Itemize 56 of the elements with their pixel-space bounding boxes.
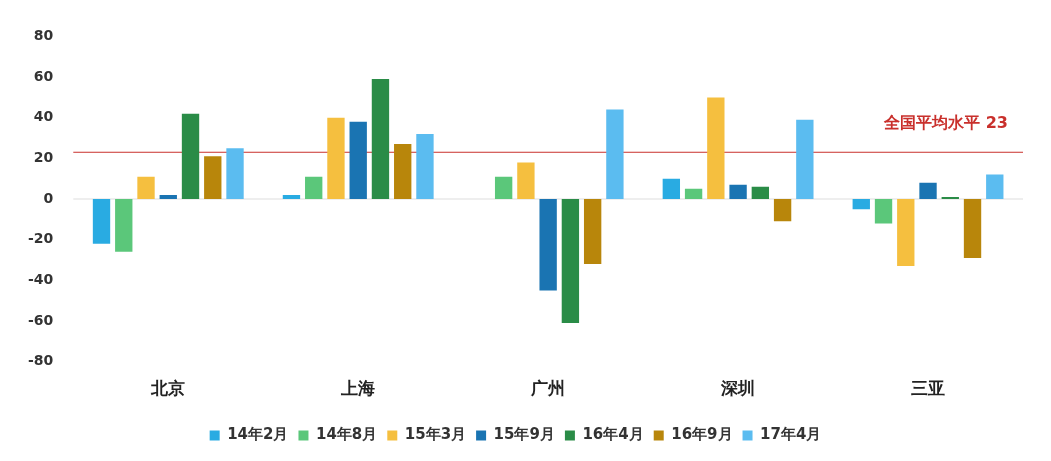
bar xyxy=(115,199,133,252)
bar xyxy=(327,117,345,199)
bar xyxy=(92,199,111,244)
x-tick-label: 上海 xyxy=(340,378,376,399)
bar xyxy=(796,119,814,199)
bar xyxy=(707,97,725,199)
y-tick-label: 0 xyxy=(43,189,54,206)
bar xyxy=(517,162,535,199)
bar xyxy=(986,174,1004,199)
legend-label: 16年4月 xyxy=(582,425,644,444)
bar xyxy=(561,199,580,323)
y-tick-label: 20 xyxy=(33,148,54,165)
legend-label: 14年2月 xyxy=(227,425,289,444)
x-tick-label: 广州 xyxy=(530,378,566,399)
bar xyxy=(305,176,323,199)
y-tick-label: 80 xyxy=(33,27,54,44)
bar xyxy=(539,199,557,291)
bar xyxy=(941,196,959,199)
bar xyxy=(773,199,792,222)
bar xyxy=(662,178,681,199)
legend-label: 17年4月 xyxy=(760,425,822,444)
bar xyxy=(494,176,513,199)
bar xyxy=(181,113,200,199)
bar xyxy=(349,121,367,199)
x-tick-label: 深圳 xyxy=(720,378,756,399)
y-tick-label: 40 xyxy=(33,108,54,125)
bar xyxy=(919,182,937,199)
y-tick-label: -80 xyxy=(28,352,54,369)
y-tick-label: -60 xyxy=(28,311,54,328)
legend-label: 15年9月 xyxy=(493,425,555,444)
bar xyxy=(137,176,155,199)
bar xyxy=(729,184,747,199)
bar xyxy=(852,199,870,210)
legend-label: 14年8月 xyxy=(315,425,378,444)
x-tick-label: 北京 xyxy=(150,378,186,399)
y-tick-label: 60 xyxy=(33,67,54,84)
bar xyxy=(204,156,222,199)
y-tick-label: -20 xyxy=(28,230,54,247)
bar xyxy=(897,199,915,267)
y-tick-label: -40 xyxy=(28,270,54,287)
bar xyxy=(874,199,893,224)
bar xyxy=(583,199,602,265)
bar xyxy=(394,144,412,199)
bar xyxy=(751,186,770,199)
x-tick-label: 三亚 xyxy=(911,378,946,399)
bar xyxy=(226,148,244,199)
bar xyxy=(371,79,390,199)
bar xyxy=(282,194,301,199)
bar xyxy=(416,133,434,199)
bar xyxy=(606,109,624,199)
bar xyxy=(684,188,703,199)
legend-label: 16年9月 xyxy=(671,425,733,444)
bar xyxy=(159,194,177,199)
legend-label: 15年3月 xyxy=(404,425,467,444)
bar xyxy=(963,199,982,258)
ref-line-label: 全国平均水平 23 xyxy=(883,113,1008,133)
